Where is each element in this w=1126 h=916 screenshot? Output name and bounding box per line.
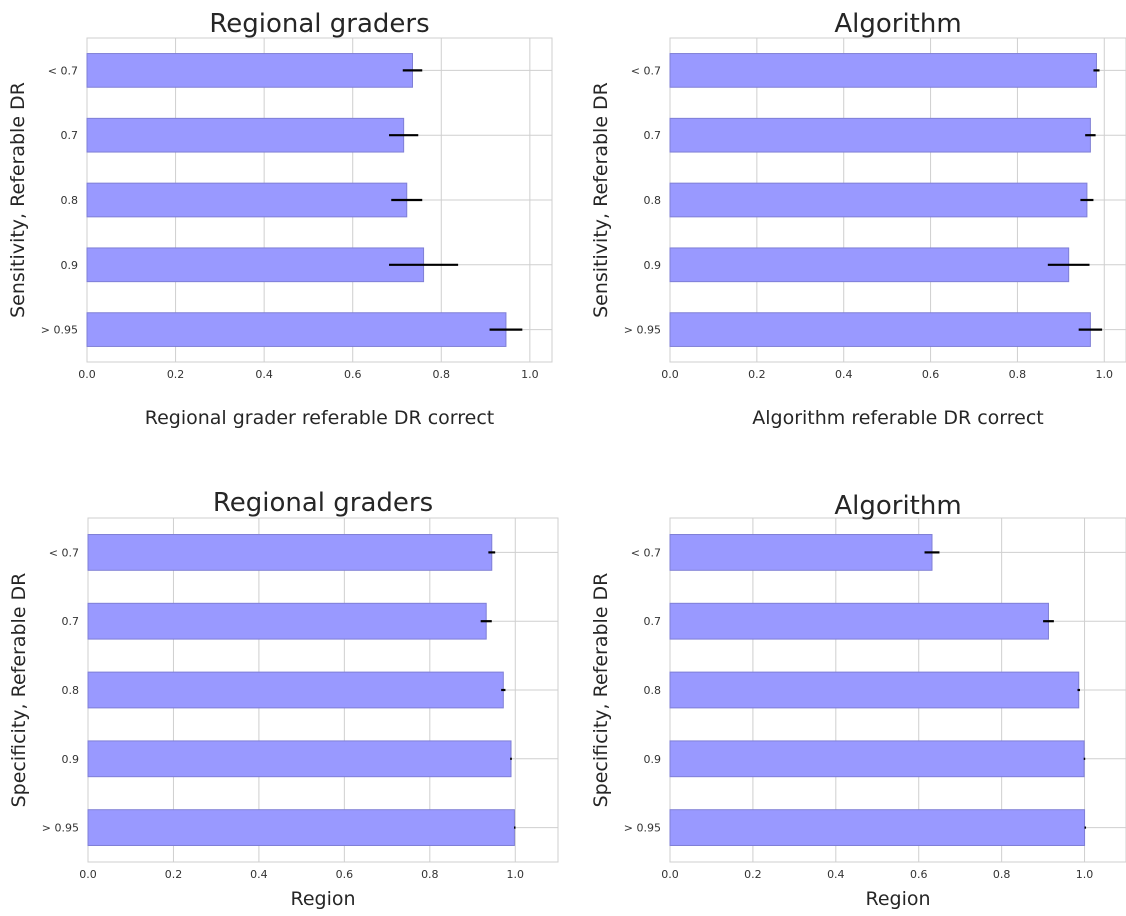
x-tick-label: 0.2 [167,368,185,381]
bar-1 [669,53,1097,88]
y-tick-label: > 0.95 [624,324,661,337]
y-axis-label: Specificity, Referable DR [590,573,612,808]
x-tick-label: 0.0 [79,868,97,881]
y-tick-label: 0.8 [61,194,79,207]
x-axis-label: Region [290,888,355,910]
y-tick-label: < 0.7 [631,64,661,77]
bar-4 [669,247,1070,283]
bar-5 [87,809,515,846]
y-axis-label: Sensitivity, Referable DR [7,82,29,318]
y-tick-label: > 0.95 [42,822,79,835]
bar-3 [86,182,408,218]
y-tick-label: 0.7 [62,615,80,628]
chart-title: Algorithm [834,9,961,39]
bar-5 [669,809,1086,846]
y-tick-label: 0.8 [644,684,662,697]
x-tick-label: 0.6 [336,868,354,881]
bar-1 [86,53,413,88]
bar-2 [669,117,1091,153]
y-tick-label: < 0.7 [48,64,78,77]
x-tick-label: 0.0 [78,368,96,381]
x-tick-label: 0.8 [1009,368,1027,381]
y-tick-label: 0.9 [644,753,662,766]
chart-panel-1: < 0.7 0.7 0.8 0.9 > 0.95 0.0 0.2 0.4 0.6 0.8 1.0 Re… [7,9,553,429]
chart-panel-2: < 0.7 0.7 0.8 0.9 > 0.95 0.0 0.2 0.4 0.6 0.8 1.0 Al… [590,9,1126,429]
chart-title: Algorithm [834,491,961,521]
x-tick-label: 0.0 [661,368,679,381]
x-axis-label: Regional grader referable DR correct [145,407,495,429]
bar-4 [86,247,425,283]
x-tick-label: 0.8 [433,368,451,381]
x-tick-label: 0.6 [344,368,362,381]
x-tick-label: 0.2 [748,368,766,381]
x-tick-label: 0.8 [421,868,439,881]
bar-1 [669,534,933,571]
bar-3 [669,671,1080,709]
bar-3 [669,182,1088,218]
x-tick-label: 0.6 [922,368,940,381]
bar-5 [86,312,507,347]
y-tick-label: > 0.95 [624,822,661,835]
y-tick-label: 0.7 [61,129,79,142]
x-tick-label: 0.4 [250,868,268,881]
x-tick-label: 0.2 [165,868,183,881]
x-tick-label: 1.0 [521,368,539,381]
bar-2 [86,117,405,153]
y-tick-label: 0.9 [644,259,662,272]
y-axis-label: Sensitivity, Referable DR [590,82,612,318]
y-tick-label: 0.8 [62,684,80,697]
x-tick-label: 0.8 [993,868,1011,881]
x-tick-label: 1.0 [1076,868,1094,881]
bar-4 [87,740,512,778]
bar-4 [669,740,1085,778]
bar-2 [669,602,1049,640]
x-tick-label: 1.0 [1096,368,1114,381]
x-tick-label: 0.4 [835,368,853,381]
y-tick-label: 0.9 [61,259,79,272]
y-tick-label: 0.9 [62,753,80,766]
y-axis-label: Specificity, Referable DR [8,573,30,808]
x-tick-label: 0.0 [661,868,679,881]
y-tick-label: 0.8 [644,194,662,207]
x-tick-label: 1.0 [507,868,525,881]
x-tick-label: 0.4 [255,368,273,381]
chart-title: Regional graders [209,9,429,39]
bar-2 [87,602,487,640]
x-tick-label: 0.2 [744,868,762,881]
chart-title: Regional graders [213,488,433,518]
y-tick-label: < 0.7 [631,546,661,559]
x-tick-label: 0.4 [827,868,845,881]
x-tick-label: 0.6 [910,868,928,881]
y-tick-label: 0.7 [644,615,662,628]
y-tick-label: > 0.95 [41,324,78,337]
x-axis-label: Algorithm referable DR correct [752,407,1043,429]
y-tick-label: 0.7 [644,129,662,142]
x-axis-label: Region [865,888,930,910]
chart-panel-4: < 0.7 0.7 0.8 0.9 > 0.95 0.0 0.2 0.4 0.6 0.8 1.0 Al… [590,491,1126,910]
bar-5 [669,312,1091,347]
bar-1 [87,534,493,571]
chart-panel-3: < 0.7 0.7 0.8 0.9 > 0.95 0.0 0.2 0.4 0.6 0.8 1.0 Re… [8,488,559,910]
y-tick-label: < 0.7 [49,546,79,559]
bar-3 [87,671,504,709]
